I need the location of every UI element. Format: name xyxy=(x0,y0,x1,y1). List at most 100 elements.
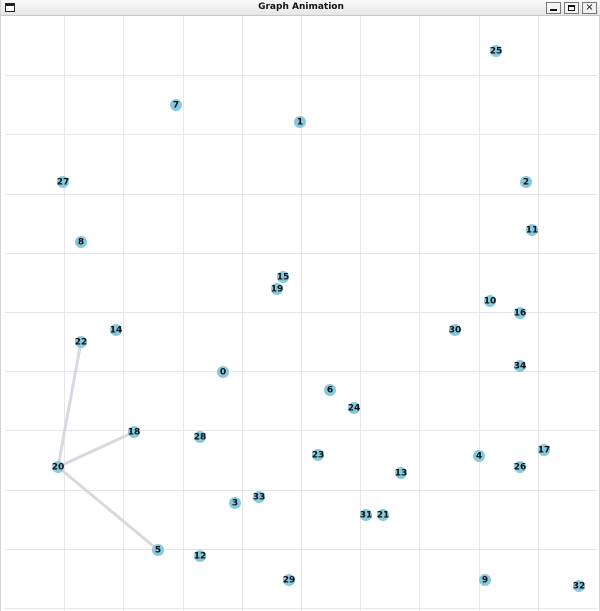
graph-canvas[interactable]: 0123456789101112131415161718192021222324… xyxy=(5,16,597,611)
node-marker xyxy=(490,45,502,57)
node-label: 31 xyxy=(360,511,373,521)
graph-node-30[interactable]: 30 xyxy=(449,324,462,336)
node-marker xyxy=(271,283,283,295)
node-marker xyxy=(449,324,461,336)
node-marker xyxy=(514,360,526,372)
graph-node-33[interactable]: 33 xyxy=(253,491,266,503)
graph-node-12[interactable]: 12 xyxy=(194,550,207,562)
node-marker xyxy=(253,491,265,503)
graph-node-9[interactable]: 9 xyxy=(479,574,491,586)
graph-node-19[interactable]: 19 xyxy=(271,283,284,295)
graph-node-23[interactable]: 23 xyxy=(312,449,325,461)
node-marker xyxy=(170,99,182,111)
graph-node-11[interactable]: 11 xyxy=(526,224,539,236)
node-label: 14 xyxy=(110,326,123,336)
node-marker xyxy=(217,366,229,378)
node-label: 1 xyxy=(297,118,303,128)
graph-node-15[interactable]: 15 xyxy=(277,271,290,283)
node-label: 11 xyxy=(526,226,539,236)
node-marker xyxy=(277,271,289,283)
node-marker xyxy=(520,176,532,188)
node-marker xyxy=(479,574,491,586)
node-marker xyxy=(75,236,87,248)
graph-node-22[interactable]: 22 xyxy=(75,336,88,348)
node-label: 27 xyxy=(57,178,70,188)
graph-node-2[interactable]: 2 xyxy=(520,176,532,188)
graph-node-31[interactable]: 31 xyxy=(360,509,373,521)
node-label: 28 xyxy=(194,433,207,443)
node-label: 15 xyxy=(277,273,290,283)
graph-node-32[interactable]: 32 xyxy=(573,580,586,592)
graph-node-16[interactable]: 16 xyxy=(514,307,527,319)
node-marker xyxy=(75,336,87,348)
graph-edge-20-5 xyxy=(56,465,160,552)
node-label: 20 xyxy=(52,463,65,473)
node-marker xyxy=(395,467,407,479)
close-button[interactable]: × xyxy=(582,2,597,14)
graph-node-13[interactable]: 13 xyxy=(395,467,408,479)
graph-node-7[interactable]: 7 xyxy=(170,99,182,111)
node-label: 13 xyxy=(395,469,408,479)
title-bar[interactable]: Graph Animation × xyxy=(1,0,600,16)
node-label: 5 xyxy=(155,546,161,556)
graph-node-8[interactable]: 8 xyxy=(75,236,87,248)
node-label: 0 xyxy=(220,368,226,378)
graph-node-27[interactable]: 27 xyxy=(57,176,70,188)
node-marker xyxy=(538,444,550,456)
graph-edge-20-22 xyxy=(56,340,83,469)
graph-node-24[interactable]: 24 xyxy=(348,402,361,414)
node-label: 19 xyxy=(271,285,284,295)
node-marker xyxy=(377,509,389,521)
graph-node-21[interactable]: 21 xyxy=(377,509,390,521)
node-marker xyxy=(294,116,306,128)
node-marker xyxy=(194,431,206,443)
node-label: 18 xyxy=(128,428,141,438)
graph-node-34[interactable]: 34 xyxy=(514,360,527,372)
maximize-button[interactable] xyxy=(564,2,579,14)
node-marker xyxy=(348,402,360,414)
node-label: 8 xyxy=(78,238,84,248)
graph-node-4[interactable]: 4 xyxy=(473,450,485,462)
graph-node-10[interactable]: 10 xyxy=(484,295,497,307)
node-label: 2 xyxy=(523,178,529,188)
node-marker xyxy=(128,426,140,438)
node-label: 22 xyxy=(75,338,88,348)
window-app-icon[interactable] xyxy=(5,3,15,12)
node-label: 6 xyxy=(327,386,333,396)
graph-node-25[interactable]: 25 xyxy=(490,45,503,57)
node-label: 33 xyxy=(253,493,266,503)
graph-node-26[interactable]: 26 xyxy=(514,461,527,473)
graph-node-0[interactable]: 0 xyxy=(217,366,229,378)
node-label: 24 xyxy=(348,404,361,414)
graph-node-20[interactable]: 20 xyxy=(52,461,65,473)
node-label: 12 xyxy=(194,552,207,562)
node-marker xyxy=(473,450,485,462)
node-label: 7 xyxy=(173,101,179,111)
graph-node-28[interactable]: 28 xyxy=(194,431,207,443)
node-label: 16 xyxy=(514,309,527,319)
graph-node-6[interactable]: 6 xyxy=(324,384,336,396)
node-label: 29 xyxy=(283,576,296,586)
graph-node-17[interactable]: 17 xyxy=(538,444,551,456)
node-marker xyxy=(110,324,122,336)
minimize-button[interactable] xyxy=(546,2,561,14)
node-label: 9 xyxy=(482,576,488,586)
node-marker xyxy=(52,461,64,473)
graph-node-1[interactable]: 1 xyxy=(294,116,306,128)
close-icon: × xyxy=(585,2,594,13)
node-marker xyxy=(484,295,496,307)
node-layer: 0123456789101112131415161718192021222324… xyxy=(52,45,586,592)
graph-node-3[interactable]: 3 xyxy=(229,497,241,509)
node-marker xyxy=(324,384,336,396)
node-marker xyxy=(152,544,164,556)
node-marker xyxy=(514,307,526,319)
graph-node-29[interactable]: 29 xyxy=(283,574,296,586)
graph-node-14[interactable]: 14 xyxy=(110,324,123,336)
node-label: 23 xyxy=(312,451,325,461)
graph-node-5[interactable]: 5 xyxy=(152,544,164,556)
graph-node-18[interactable]: 18 xyxy=(128,426,141,438)
graph-edge-20-18 xyxy=(56,430,136,469)
minimize-icon xyxy=(550,9,557,11)
node-label: 30 xyxy=(449,326,462,336)
